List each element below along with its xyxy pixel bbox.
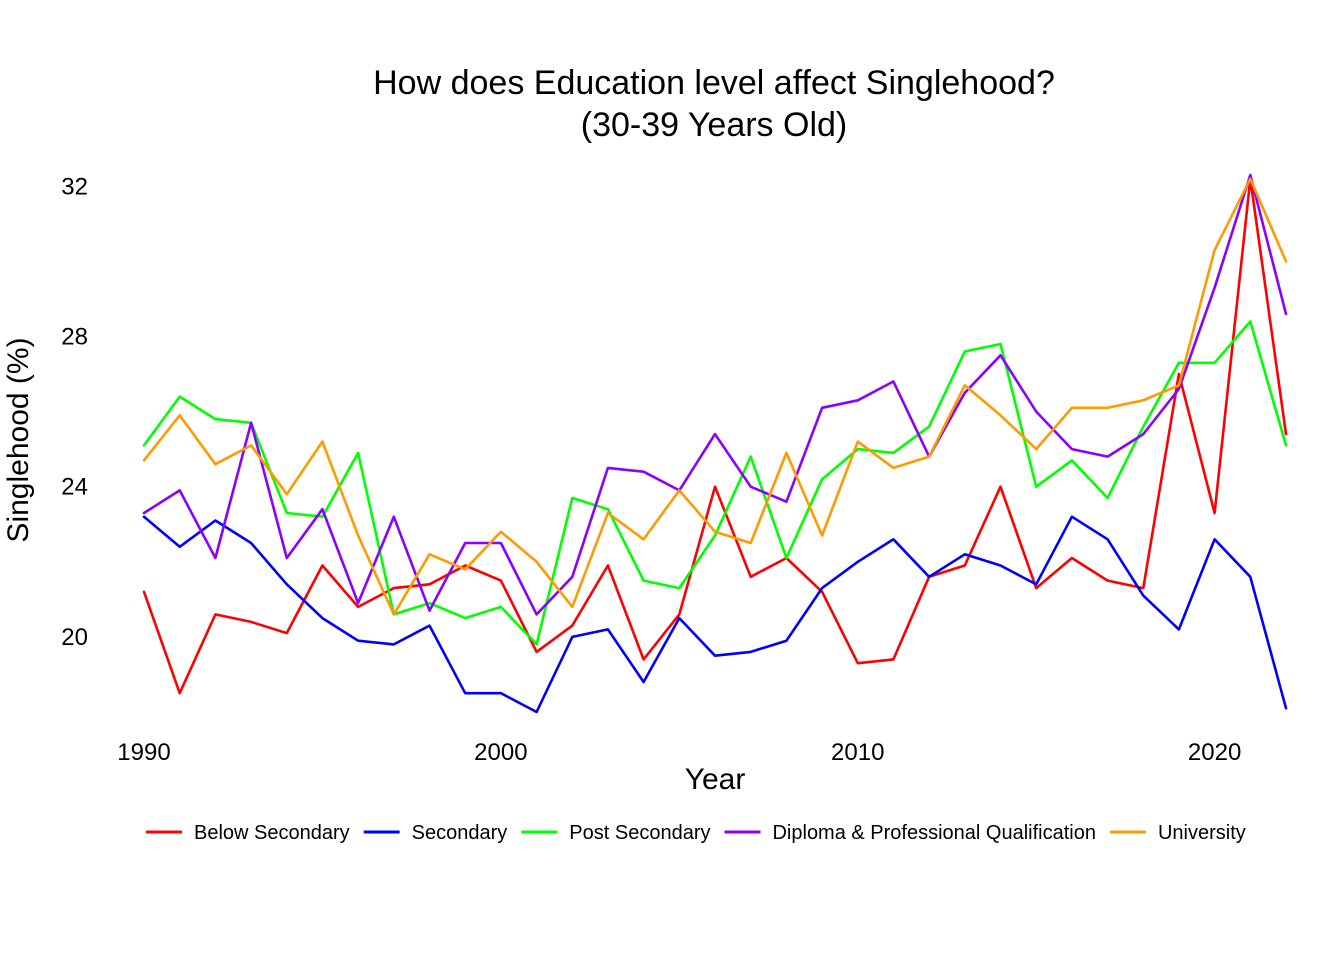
x-axis-ticks: 1990 2000 2010 2020 [117, 739, 1241, 766]
legend-item: Post Secondary [521, 822, 710, 844]
series-line-below-secondary [142, 177, 1288, 695]
legend-item: Below Secondary [146, 822, 350, 844]
y-axis-ticks: 20 24 28 32 [61, 173, 88, 651]
plot-area [142, 173, 1288, 714]
legend-item: Secondary [363, 822, 508, 844]
series-line-secondary [142, 515, 1288, 714]
chart-title-line-1: How does Education level affect Singleho… [373, 64, 1055, 102]
legend-label: Secondary [412, 822, 508, 844]
x-tick-label: 2020 [1188, 739, 1241, 766]
legend-label: Below Secondary [194, 822, 350, 844]
x-tick-label: 2010 [831, 739, 884, 766]
y-tick-label: 24 [61, 474, 88, 501]
series-line-diploma-professional-qualification [142, 173, 1288, 616]
legend-item: University [1109, 822, 1246, 844]
x-tick-label: 2000 [474, 739, 527, 766]
chart-title-line-2: (30-39 Years Old) [581, 106, 848, 144]
y-axis-title: Singlehood (%) [2, 337, 35, 542]
y-tick-label: 20 [61, 624, 88, 651]
legend-label: Diploma & Professional Qualification [772, 822, 1096, 844]
x-axis-title: Year [685, 763, 746, 796]
x-tick-label: 1990 [117, 739, 170, 766]
series-line-post-secondary [142, 320, 1288, 646]
legend-item: Diploma & Professional Qualification [724, 822, 1096, 844]
legend: Below Secondary Secondary Post Secondary Di… [146, 822, 1246, 844]
legend-label: University [1158, 822, 1246, 844]
y-tick-label: 32 [61, 173, 88, 200]
legend-label: Post Secondary [569, 822, 710, 844]
series-line-university [142, 177, 1288, 616]
y-tick-label: 28 [61, 323, 88, 350]
